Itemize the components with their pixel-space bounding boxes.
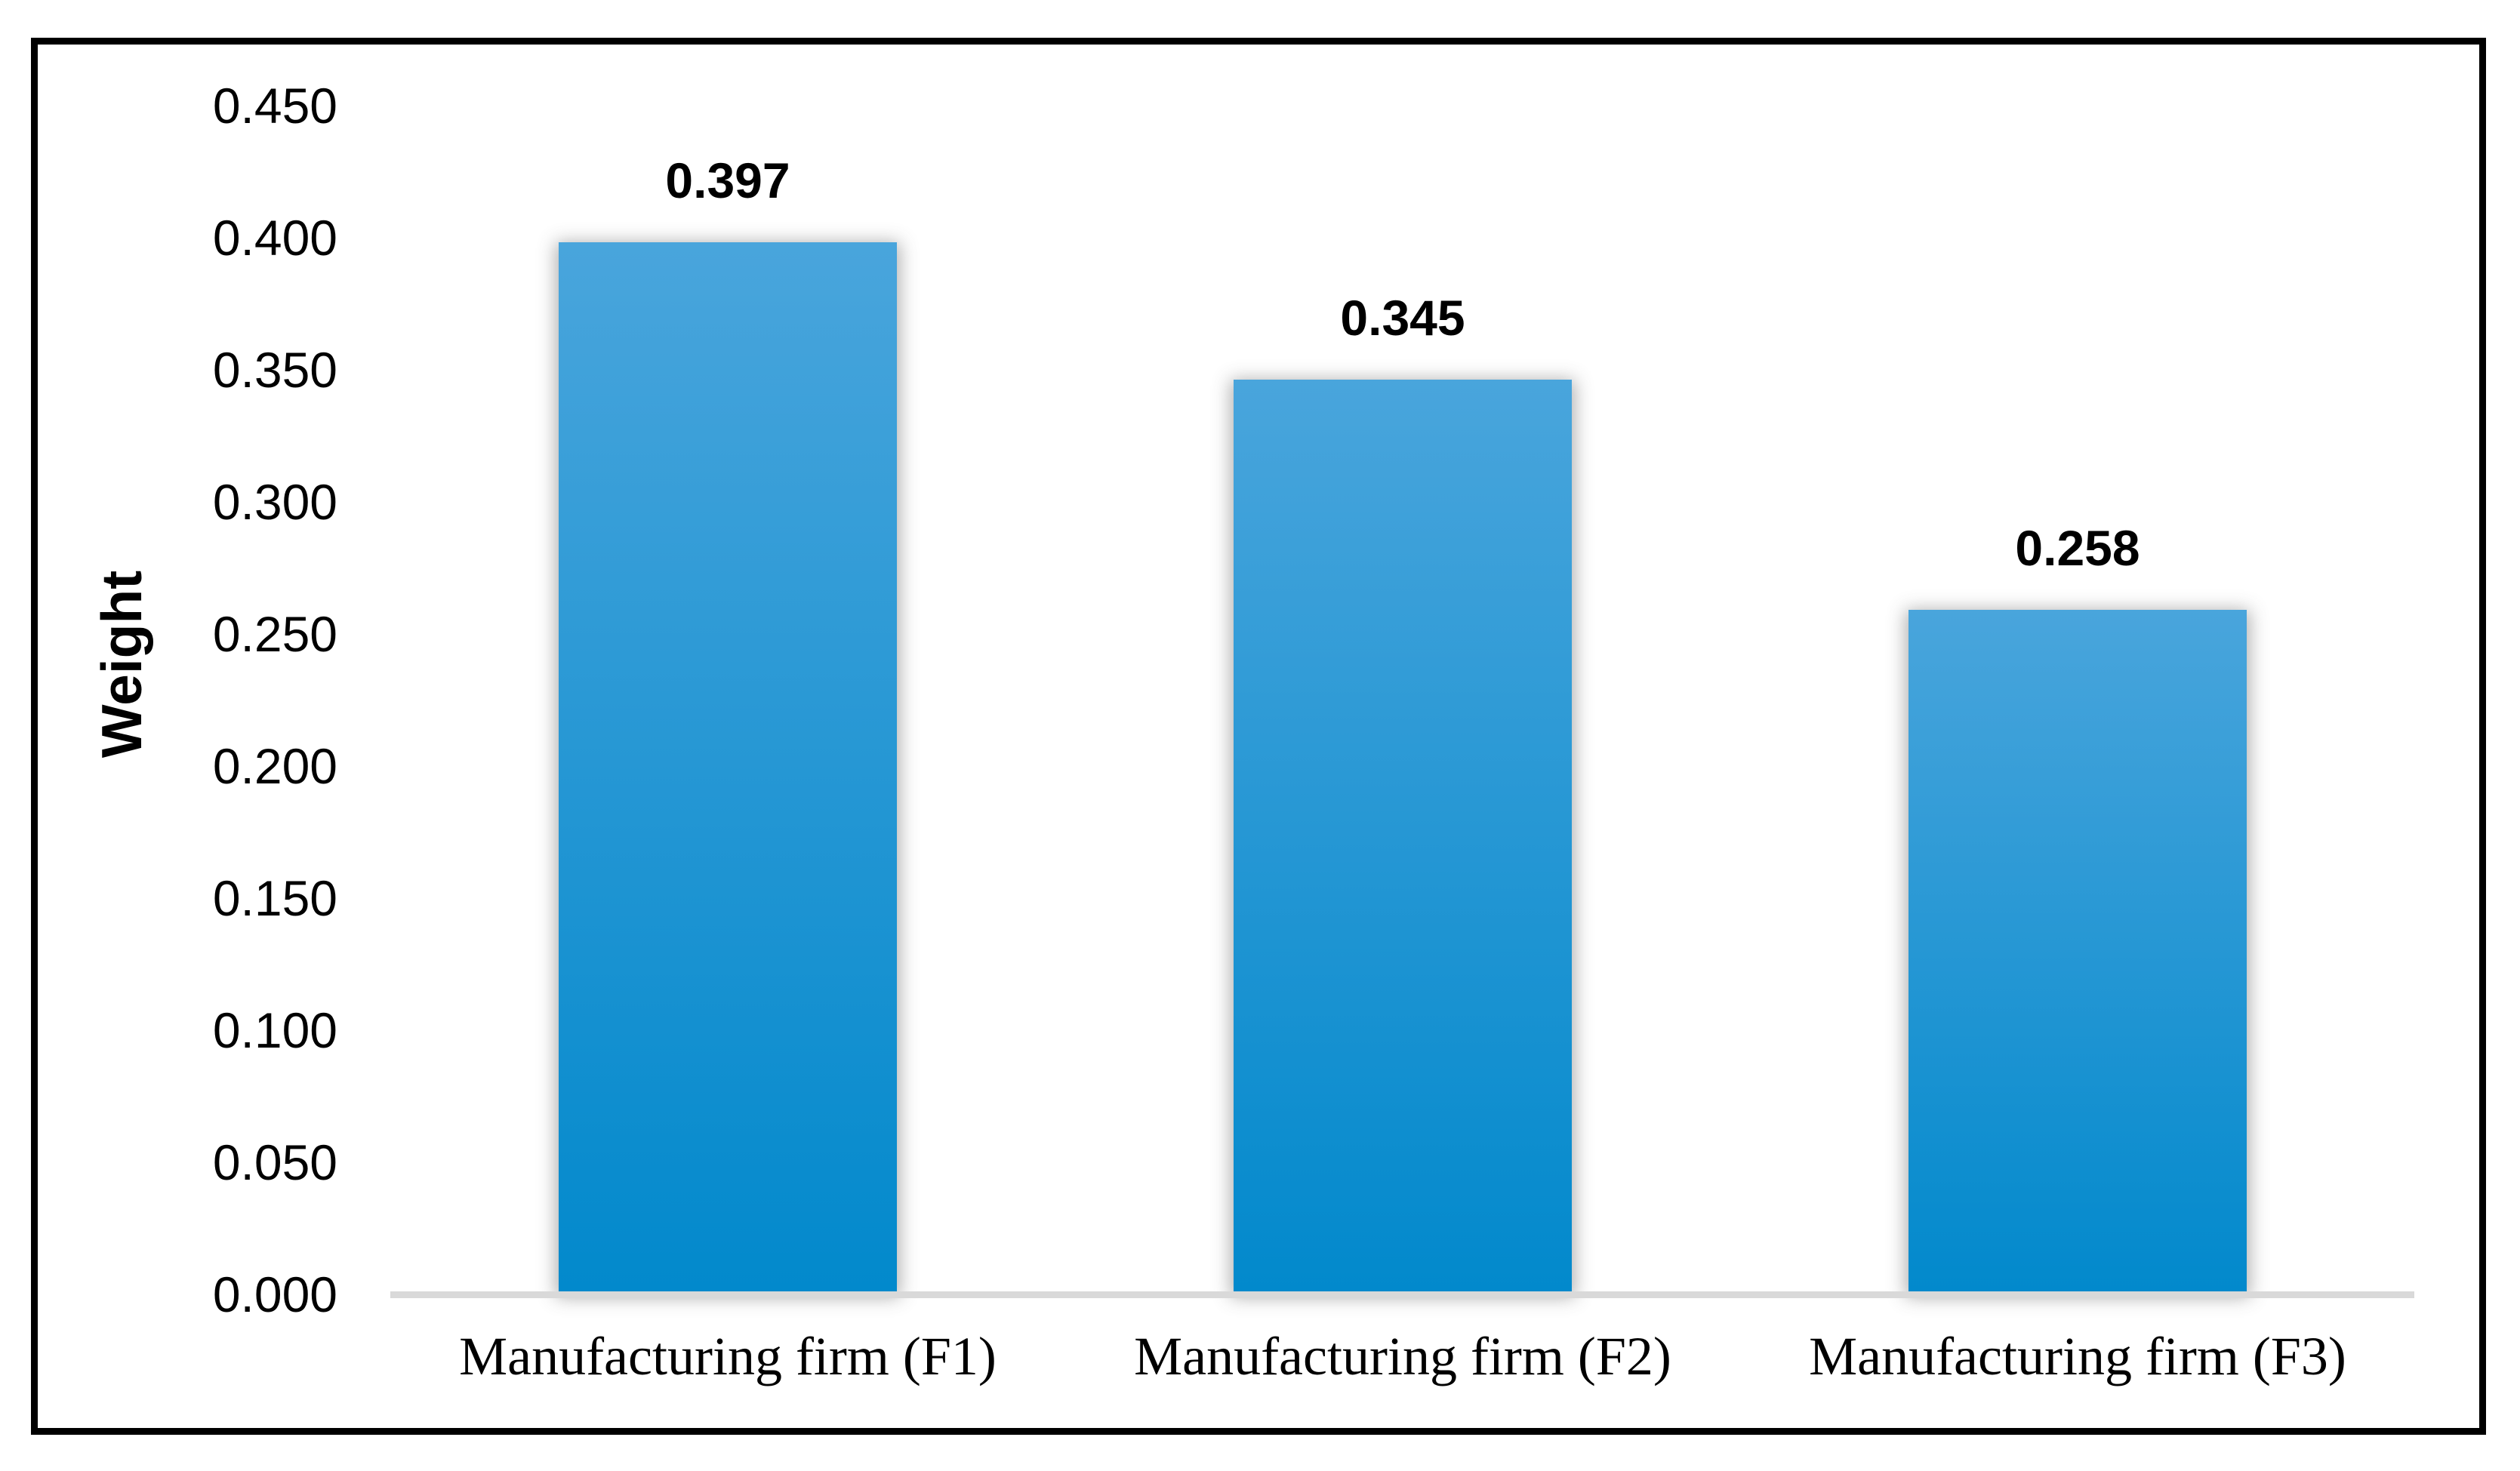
bar-value-label: 0.258 <box>2015 520 2140 576</box>
y-tick-label: 0.300 <box>212 474 337 530</box>
bar-value-label: 0.345 <box>1340 290 1465 346</box>
y-tick-label: 0.150 <box>212 870 337 926</box>
bar-value-label: 0.397 <box>665 152 790 208</box>
bar-manufacturing-firm-f1 <box>559 242 897 1291</box>
y-tick-label: 0.400 <box>212 210 337 266</box>
y-tick-label: 0.200 <box>212 738 337 794</box>
category-label-f2: Manufacturing firm (F2) <box>1134 1326 1671 1386</box>
category-label-f1: Manufacturing firm (F1) <box>459 1326 997 1386</box>
y-tick-label: 0.100 <box>212 1002 337 1058</box>
y-axis-title: Weight <box>90 570 153 759</box>
y-tick-label: 0.000 <box>212 1266 337 1322</box>
bar-manufacturing-firm-f2 <box>1234 380 1572 1291</box>
x-axis-line <box>390 1291 2414 1298</box>
y-tick-label: 0.350 <box>212 342 337 398</box>
category-label-f3: Manufacturing firm (F3) <box>1809 1326 2346 1386</box>
bar-manufacturing-firm-f3 <box>1908 610 2247 1291</box>
y-tick-label: 0.050 <box>212 1134 337 1190</box>
y-tick-label: 0.250 <box>212 606 337 662</box>
y-tick-label: 0.450 <box>212 78 337 134</box>
